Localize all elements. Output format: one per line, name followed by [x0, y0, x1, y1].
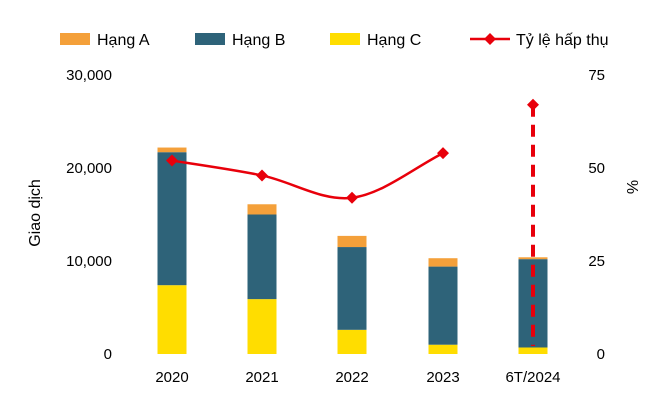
y-axis-title-right: %: [623, 180, 640, 194]
absorption-point-3: [437, 147, 449, 160]
legend: Hạng A Hạng B Hạng C Tỷ lệ hấp thụ: [60, 32, 609, 49]
legend-label-hang-a: Hạng A: [97, 32, 150, 49]
legend-marker-ty-le: [484, 33, 496, 45]
y-tick-right-3: 75: [588, 67, 605, 84]
bar-hạng-c-0: [157, 285, 187, 354]
right-y-axis: 0 25 50 75: [588, 67, 605, 363]
x-tick-0: 2020: [155, 369, 188, 386]
y-tick-right-0: 0: [597, 346, 605, 363]
x-tick-4: 6T/2024: [505, 369, 560, 386]
legend-label-hang-c: Hạng C: [367, 32, 421, 49]
y-tick-left-3: 30,000: [66, 67, 112, 84]
bar-hạng-c-3: [428, 344, 458, 354]
line-series: [166, 98, 539, 346]
y-axis-title-left: Giao dịch: [27, 179, 44, 247]
x-axis-labels: 2020 2021 2022 2023 6T/2024: [155, 369, 560, 386]
bar-series: [157, 147, 548, 354]
bar-hạng-b-3: [428, 266, 458, 345]
absorption-point-1: [256, 169, 268, 182]
bar-hạng-a-1: [247, 204, 277, 215]
x-tick-3: 2023: [426, 369, 459, 386]
absorption-line: [171, 152, 444, 200]
y-tick-left-1: 10,000: [66, 253, 112, 270]
bar-hạng-a-3: [428, 258, 458, 267]
bar-hạng-c-1: [247, 299, 277, 354]
legend-swatch-hang-c: [330, 33, 360, 45]
absorption-point-0: [166, 154, 178, 167]
x-tick-2: 2022: [335, 369, 368, 386]
bar-hạng-c-2: [337, 329, 367, 354]
absorption-point-2: [346, 191, 358, 204]
y-tick-right-2: 50: [588, 160, 605, 177]
bar-hạng-a-4: [518, 257, 548, 260]
legend-swatch-hang-b: [195, 33, 225, 45]
y-tick-right-1: 25: [588, 253, 605, 270]
bar-hạng-b-0: [157, 152, 187, 286]
bar-hạng-c-4: [518, 347, 548, 354]
legend-swatch-hang-a: [60, 33, 90, 45]
absorption-point-4: [527, 98, 539, 111]
x-tick-1: 2021: [245, 369, 278, 386]
legend-label-hang-b: Hạng B: [232, 32, 285, 49]
legend-label-ty-le: Tỷ lệ hấp thụ: [516, 32, 609, 49]
y-tick-left-0: 0: [104, 346, 112, 363]
bar-hạng-a-2: [337, 235, 367, 248]
bar-hạng-a-0: [157, 147, 187, 153]
y-tick-left-2: 20,000: [66, 160, 112, 177]
bar-hạng-b-1: [247, 214, 277, 300]
bar-hạng-b-2: [337, 247, 367, 330]
left-y-axis: 0 10,000 20,000 30,000: [66, 67, 112, 363]
